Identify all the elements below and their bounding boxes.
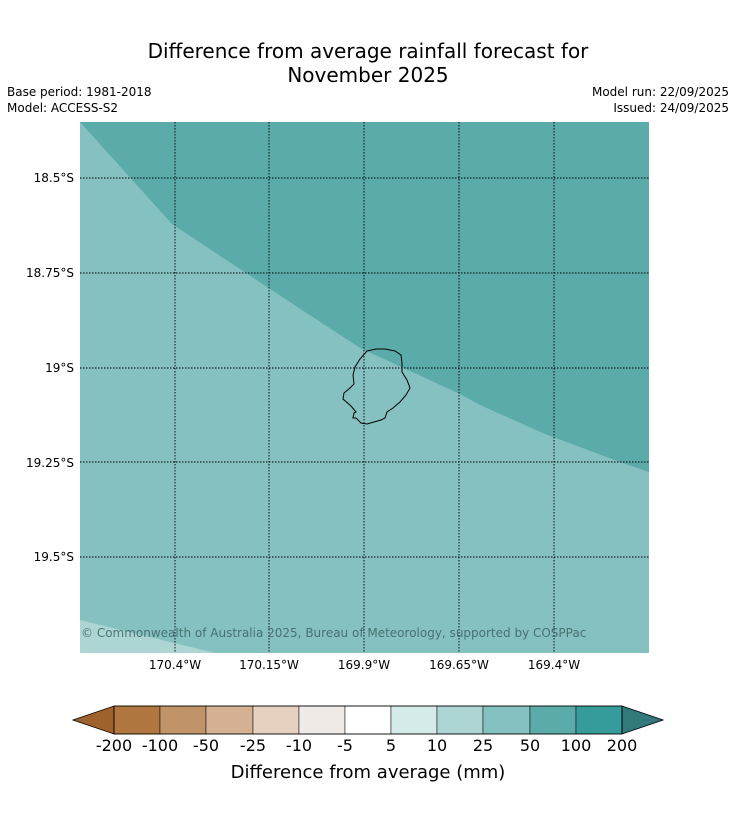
- region-100-200mm: [80, 122, 649, 472]
- map-attribution: © Commonwealth of Australia 2025, Bureau…: [81, 626, 586, 640]
- lon-label-170-4: 170.4°W: [148, 658, 202, 672]
- lat-label-18-75: 18.75°S: [26, 266, 74, 280]
- base-period-label: Base period: 1981-2018: [7, 85, 152, 99]
- colorbar-segment-5: [344, 705, 392, 735]
- colorbar-tick-8: 25: [472, 736, 494, 755]
- colorbar-tick-0: -200: [95, 736, 133, 755]
- issued-label: Issued: 24/09/2025: [613, 101, 729, 115]
- lon-label-169-4: 169.4°W: [527, 658, 581, 672]
- lat-label-19-5: 19.5°S: [33, 550, 74, 564]
- lon-label-170-15: 170.15°W: [239, 658, 299, 672]
- colorbar-tick-3: -25: [239, 736, 267, 755]
- map-title-line2: November 2025: [287, 63, 449, 87]
- lon-label-169-65: 169.65°W: [429, 658, 489, 672]
- colorbar-tick-2: -50: [192, 736, 220, 755]
- lat-label-19: 19°S: [45, 361, 74, 375]
- colorbar-segment-10: [575, 705, 623, 735]
- colorbar-segment-0: [113, 705, 161, 735]
- colorbar-tick-11: 200: [606, 736, 638, 755]
- region-25-50mm: [80, 620, 215, 653]
- colorbar-segment-9: [529, 705, 577, 735]
- colorbar: [72, 705, 664, 735]
- colorbar-segment-6: [390, 705, 438, 735]
- colorbar-extend-low: [72, 705, 115, 735]
- colorbar-segment-7: [436, 705, 484, 735]
- colorbar-segment-4: [298, 705, 346, 735]
- colorbar-tick-1: -100: [141, 736, 179, 755]
- colorbar-segment-1: [159, 705, 207, 735]
- colorbar-title: Difference from average (mm): [230, 762, 506, 783]
- niue-island-outline: [342, 348, 411, 425]
- colorbar-segment-2: [205, 705, 254, 735]
- lat-label-18-5: 18.5°S: [33, 171, 74, 185]
- colorbar-extend-high: [621, 705, 664, 735]
- forecast-map: © Commonwealth of Australia 2025, Bureau…: [80, 122, 649, 653]
- colorbar-tick-5: -5: [337, 736, 353, 755]
- colorbar-segment-3: [252, 705, 300, 735]
- colorbar-outline: [113, 705, 623, 735]
- model-label: Model: ACCESS-S2: [7, 101, 119, 115]
- colorbar-tick-7: 10: [426, 736, 448, 755]
- lon-label-169-9: 169.9°W: [337, 658, 391, 672]
- colorbar-tick-6: 5: [385, 736, 397, 755]
- colorbar-tick-9: 50: [519, 736, 541, 755]
- colorbar-tick-10: 100: [560, 736, 592, 755]
- map-title-line1: Difference from average rainfall forecas…: [147, 39, 589, 63]
- model-run-label: Model run: 22/09/2025: [591, 85, 729, 99]
- colorbar-segment-8: [482, 705, 531, 735]
- graticule: [80, 122, 649, 653]
- colorbar-tick-4: -10: [285, 736, 313, 755]
- lat-label-19-25: 19.25°S: [26, 456, 74, 470]
